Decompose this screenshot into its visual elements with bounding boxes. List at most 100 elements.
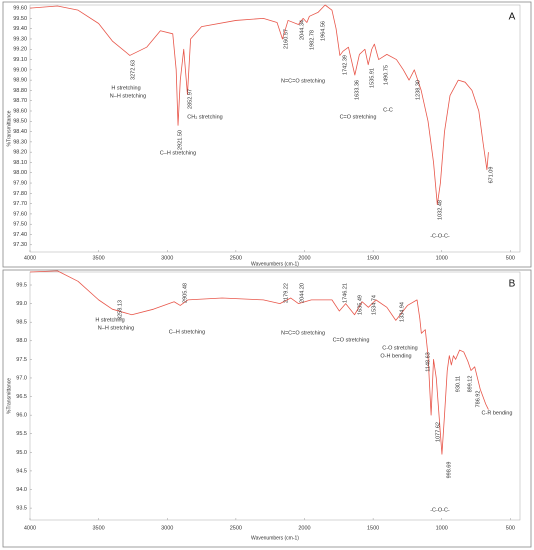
x-tick-label: 1500	[367, 525, 379, 531]
peak-label: 2921.50	[177, 130, 183, 150]
y-tick-label: 99.40	[13, 26, 27, 32]
x-tick-label: 4000	[24, 525, 36, 531]
plot-area	[29, 271, 521, 521]
annotation: C-O stretching	[382, 345, 417, 351]
peak-label: 1534.74	[371, 295, 377, 315]
peak-label: 671.09	[488, 167, 494, 184]
y-tick-label: 97.90	[13, 180, 27, 186]
peak-label: 2160.57	[283, 29, 289, 49]
x-axis-title: Wavenumbers (cm-1)	[251, 535, 299, 541]
y-tick-label: 98.5	[16, 320, 27, 326]
peak-label: 1742.39	[342, 55, 348, 75]
peak-label: 1148.63	[425, 352, 431, 371]
annotation: C–H stretching	[169, 329, 205, 335]
annotation: N=C=O stretching	[281, 330, 325, 336]
panel-frame	[2, 269, 532, 548]
y-tick-label: 99.50	[13, 16, 27, 22]
y-tick-label: 98.00	[13, 170, 27, 176]
annotation: C=O stretching	[340, 114, 377, 120]
y-tick-label: 97.40	[13, 232, 27, 238]
y-tick-label: 98.40	[13, 129, 27, 135]
annotation: H stretching	[111, 85, 140, 91]
peak-label: 899.12	[467, 376, 473, 393]
panel-frame	[2, 1, 532, 268]
annotation: O-H bending	[380, 353, 411, 359]
y-tick-label: 99.5	[16, 282, 27, 288]
peak-label: 1982.78	[309, 30, 315, 50]
peak-label: 786.92	[475, 391, 481, 408]
y-tick-label: 97.80	[13, 191, 27, 197]
peak-label: 3258.13	[117, 300, 123, 320]
y-tick-label: 93.5	[16, 506, 27, 512]
x-tick-label: 3500	[93, 255, 105, 261]
peak-label: 2044.34	[299, 20, 305, 40]
y-tick-label: 97.30	[13, 242, 27, 248]
y-tick-label: 98.70	[13, 98, 27, 104]
peak-label: 2044.20	[299, 283, 305, 303]
peak-label: 1746.21	[342, 283, 348, 303]
annotation: C–H stretching	[160, 150, 196, 156]
y-tick-label: 98.20	[13, 150, 27, 156]
y-tick-label: 99.20	[13, 47, 27, 53]
panel-label: B	[509, 279, 516, 290]
x-tick-label: 2500	[230, 525, 242, 531]
y-tick-label: 94.0	[16, 487, 27, 493]
spectrum-line	[29, 4, 489, 206]
peak-label: 1032.48	[437, 200, 443, 220]
x-tick-label: 2500	[230, 255, 242, 261]
peak-label: 998.69	[446, 462, 452, 479]
y-axis-title: %Transmittance	[6, 110, 12, 146]
peak-label: 1334.94	[399, 302, 405, 322]
y-tick-label: 95.0	[16, 450, 27, 456]
x-tick-label: 500	[506, 525, 515, 531]
peak-label: 1633.36	[354, 80, 360, 100]
y-tick-label: 97.50	[13, 222, 27, 228]
y-tick-label: 98.80	[13, 88, 27, 94]
annotation: C=O stretching	[333, 337, 370, 343]
x-tick-label: 500	[506, 255, 515, 261]
x-tick-label: 2000	[298, 255, 310, 261]
x-tick-label: 1500	[367, 255, 379, 261]
x-tick-label: 4000	[24, 255, 36, 261]
y-tick-label: 95.5	[16, 431, 27, 437]
y-tick-label: 99.10	[13, 57, 27, 63]
y-tick-label: 99.00	[13, 67, 27, 73]
panel-label: A	[509, 12, 516, 23]
y-tick-label: 98.10	[13, 160, 27, 166]
annotation: C-R bending	[482, 410, 513, 416]
peak-label: 2905.48	[182, 283, 188, 303]
peak-label: 2179.22	[283, 283, 289, 303]
annotation: -C-O-C-	[430, 507, 450, 513]
y-tick-label: 98.30	[13, 139, 27, 145]
annotation: N–H stretching	[110, 93, 146, 99]
y-tick-label: 98.0	[16, 338, 27, 344]
x-tick-label: 1000	[436, 255, 448, 261]
peak-label: 2852.97	[187, 89, 193, 109]
x-axis-title: Wavenumbers (cm-1)	[251, 261, 299, 267]
annotation: C-C	[383, 107, 393, 113]
y-tick-label: 94.5	[16, 468, 27, 474]
annotation: -C-O-C-	[430, 233, 450, 239]
annotation: N=C=O stretching	[281, 78, 325, 84]
peak-label: 1077.62	[435, 422, 441, 442]
y-axis-title: %Transmittance	[6, 378, 12, 414]
y-tick-label: 97.70	[13, 201, 27, 207]
x-tick-label: 3500	[93, 525, 105, 531]
plot-area	[29, 4, 521, 253]
annotation: N–H stretching	[98, 325, 134, 331]
x-tick-label: 3000	[161, 255, 173, 261]
peak-label: 1635.49	[357, 295, 363, 315]
x-tick-label: 3000	[161, 525, 173, 531]
y-tick-label: 96.5	[16, 394, 27, 400]
y-tick-label: 99.60	[13, 6, 27, 12]
peak-label: 1535.91	[369, 68, 375, 88]
y-tick-label: 97.5	[16, 357, 27, 363]
y-tick-label: 98.50	[13, 119, 27, 125]
peak-label: 1238.30	[415, 80, 421, 100]
peak-label: 930.11	[455, 376, 461, 392]
y-tick-label: 98.90	[13, 78, 27, 84]
y-tick-label: 96.0	[16, 413, 27, 419]
spectrum-line	[29, 270, 489, 455]
y-tick-label: 99.0	[16, 301, 27, 307]
